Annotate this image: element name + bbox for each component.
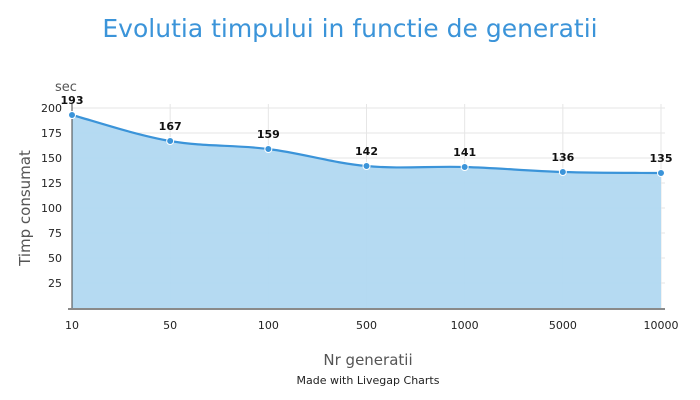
data-label: 142 [355,145,378,158]
y-axis-title: Timp consumat [16,150,34,267]
data-label: 167 [159,120,182,133]
data-point [264,145,273,153]
x-tick-label: 50 [163,319,177,332]
y-tick-label: 25 [48,277,62,290]
y-tick-label: 150 [41,152,62,165]
data-points [68,111,665,177]
data-point [657,169,665,177]
axes [68,104,665,310]
area-fill [72,115,661,308]
x-tick-label: 5000 [549,319,577,332]
y-tick-label: 50 [48,252,62,265]
x-tick-label: 1000 [451,319,479,332]
y-tick-label: 75 [48,227,62,240]
credit-text: Made with Livegap Charts [297,374,440,387]
tick-labels: 10 50 100 500 1000 5000 10000 25 50 75 100 125 150 17… [41,102,679,332]
data-label: 159 [257,128,280,141]
y-tick-label: 100 [41,202,62,215]
y-axis-unit: sec [55,80,77,95]
data-label: 141 [453,146,476,159]
x-tick-label: 10000 [644,319,679,332]
chart-title: Evolutia timpului in functie de generati… [102,14,597,43]
data-label: 135 [650,152,673,165]
x-tick-label: 10 [65,319,79,332]
data-point [460,163,469,171]
data-label: 193 [61,94,84,107]
y-tick-label: 125 [41,177,62,190]
data-label: 136 [551,151,574,164]
data-point [166,137,175,145]
data-point [362,162,371,170]
data-point [558,168,567,176]
data-point [68,111,76,119]
x-axis-title: Nr generatii [323,351,412,369]
y-tick-label: 175 [41,127,62,140]
x-tick-label: 500 [356,319,377,332]
y-tick-label: 200 [41,102,62,115]
data-labels: 193 167 159 142 141 136 135 [61,94,673,165]
x-tick-label: 100 [258,319,279,332]
